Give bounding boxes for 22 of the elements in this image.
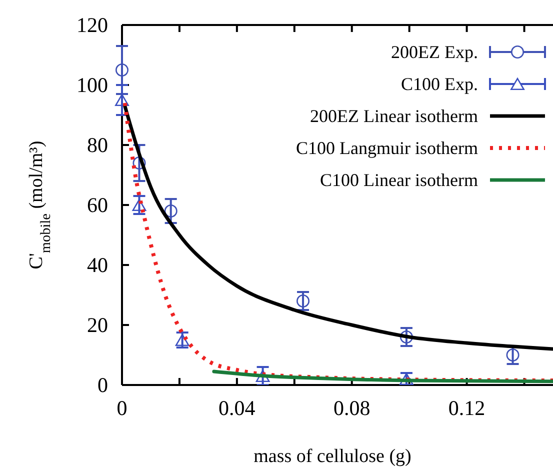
x-axis-title: mass of cellulose (g) bbox=[254, 446, 412, 467]
y-tick-label: 0 bbox=[98, 373, 108, 397]
y-tick-label: 20 bbox=[87, 313, 108, 337]
point bbox=[132, 156, 146, 170]
point bbox=[164, 204, 178, 218]
y-tick-label: 120 bbox=[76, 13, 108, 37]
point bbox=[115, 64, 129, 76]
y-tick-label: 60 bbox=[87, 193, 108, 217]
y-tick-label: 100 bbox=[76, 73, 108, 97]
x-tick-label: 0.08 bbox=[333, 396, 370, 420]
legend-label: 200EZ Linear isotherm bbox=[310, 106, 478, 126]
legend-label: C100 Linear isotherm bbox=[320, 170, 478, 190]
legend-label: 200EZ Exp. bbox=[391, 42, 478, 62]
y-tick-label: 40 bbox=[87, 253, 108, 277]
x-tick-label: 0 bbox=[116, 396, 128, 420]
y-tick-label: 80 bbox=[87, 133, 108, 157]
point bbox=[115, 94, 129, 106]
x-tick-label: 0.12 bbox=[448, 396, 486, 420]
legend-label: C100 Exp. bbox=[400, 74, 478, 94]
legend-label: C100 Langmuir isotherm bbox=[296, 138, 478, 158]
x-tick-label: 0.04 bbox=[218, 396, 256, 420]
line-series bbox=[212, 370, 553, 384]
